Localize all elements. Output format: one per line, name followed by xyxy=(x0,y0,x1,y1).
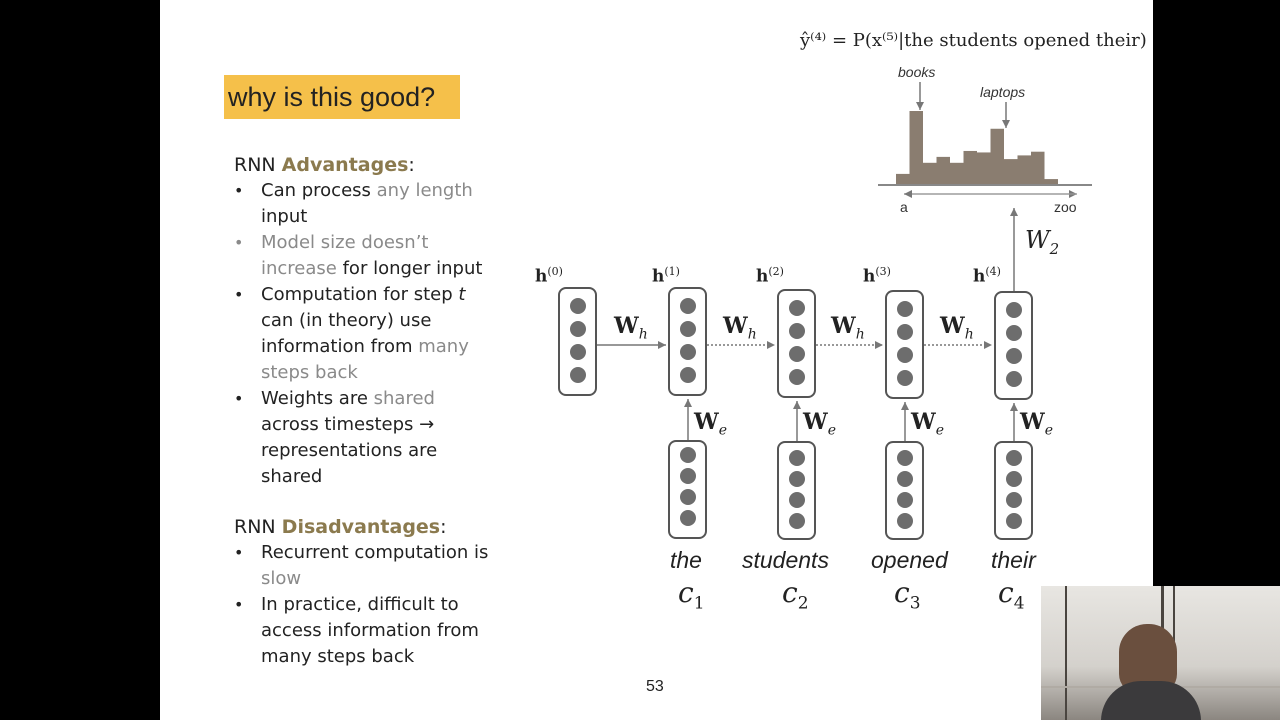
hidden-label-0: h(0) xyxy=(535,265,563,287)
disadvantages-keyword: Disadvantages xyxy=(281,516,441,538)
histogram-bar xyxy=(963,150,977,185)
embedding-label-4: c4 xyxy=(998,576,1025,614)
embedding-label-3: c3 xyxy=(894,576,921,614)
hidden-label-1: h(1) xyxy=(652,265,680,287)
embedding-label-1: c1 xyxy=(678,576,705,614)
histogram-bar xyxy=(936,156,950,185)
embedding-weight-label-4: We xyxy=(1020,409,1054,439)
histogram-axis-end: zoo xyxy=(1054,199,1077,215)
disadvantage-item-1: • Recurrent computation is slow xyxy=(234,542,489,589)
word-4: their xyxy=(991,547,1036,573)
advantages-list: • Can process any length input • Model s… xyxy=(234,178,494,490)
embedding-2 xyxy=(777,441,816,540)
hidden-state-0 xyxy=(558,287,597,396)
histogram-bar xyxy=(1031,151,1045,185)
histogram-bar xyxy=(896,173,910,185)
webcam-overlay xyxy=(1041,586,1280,720)
embedding-4 xyxy=(994,441,1033,540)
output-distribution-histogram xyxy=(896,111,1058,185)
advantage-item-2: • Model size doesn’t increase for longer… xyxy=(234,232,483,279)
embedding-3 xyxy=(885,441,924,540)
hidden-state-3 xyxy=(885,290,924,399)
histogram-bar xyxy=(923,162,937,185)
disadvantages-list: • Recurrent computation is slow • In pra… xyxy=(234,540,494,670)
embedding-weight-label-2: We xyxy=(803,409,837,439)
hidden-state-1 xyxy=(668,287,707,396)
page-number: 53 xyxy=(646,678,664,695)
hidden-state-2 xyxy=(777,289,816,398)
disadvantage-item-2: • In practice, difficult to access infor… xyxy=(234,594,479,667)
embedding-label-2: c2 xyxy=(782,576,809,614)
word-3: opened xyxy=(871,547,948,573)
hidden-label-4: h(4) xyxy=(973,265,1001,287)
recurrent-weight-label-1: Wh xyxy=(614,313,648,343)
advantage-item-3: • Computation for step t can (in theory)… xyxy=(234,284,469,383)
rnn-diagram xyxy=(558,82,1092,540)
lecture-slide: why is this good? ŷ⁽⁴⁾ = P(x⁽⁵⁾|the stud… xyxy=(160,0,1153,720)
recurrent-weight-label-3: Wh xyxy=(831,313,865,343)
advantages-heading: RNN Advantages: xyxy=(234,154,415,176)
hidden-state-4 xyxy=(994,291,1033,400)
histogram-bar xyxy=(950,162,964,185)
histogram-bar xyxy=(909,111,923,185)
probability-formula: ŷ⁽⁴⁾ = P(x⁽⁵⁾|the students opened their) xyxy=(800,30,1147,51)
embedding-weight-label-3: We xyxy=(911,409,945,439)
advantage-item-1: • Can process any length input xyxy=(234,180,473,227)
output-weight-label: W2 xyxy=(1025,226,1060,258)
word-1: the xyxy=(670,547,702,573)
histogram-bar xyxy=(1044,179,1058,185)
histogram-peak-label-books: books xyxy=(898,64,936,80)
recurrent-weight-label-2: Wh xyxy=(723,313,757,343)
hidden-label-3: h(3) xyxy=(863,265,891,287)
title-highlight xyxy=(224,75,460,119)
advantages-keyword: Advantages xyxy=(281,154,409,176)
hidden-label-2: h(2) xyxy=(756,265,784,287)
slide-title: why is this good? xyxy=(228,82,436,112)
histogram-bar xyxy=(977,152,991,185)
histogram-bar xyxy=(990,128,1004,185)
histogram-peak-label-laptops: laptops xyxy=(980,84,1026,100)
embedding-1 xyxy=(668,440,707,539)
histogram-bar xyxy=(1017,155,1031,185)
histogram-axis-start: a xyxy=(900,199,908,215)
disadvantages-heading: RNN Disadvantages: xyxy=(234,516,447,538)
embedding-weight-label-1: We xyxy=(694,409,728,439)
advantage-item-4: • Weights are shared across timesteps → … xyxy=(234,388,438,487)
recurrent-weight-label-4: Wh xyxy=(940,313,974,343)
histogram-bar xyxy=(1004,159,1018,185)
word-2: students xyxy=(742,547,829,573)
